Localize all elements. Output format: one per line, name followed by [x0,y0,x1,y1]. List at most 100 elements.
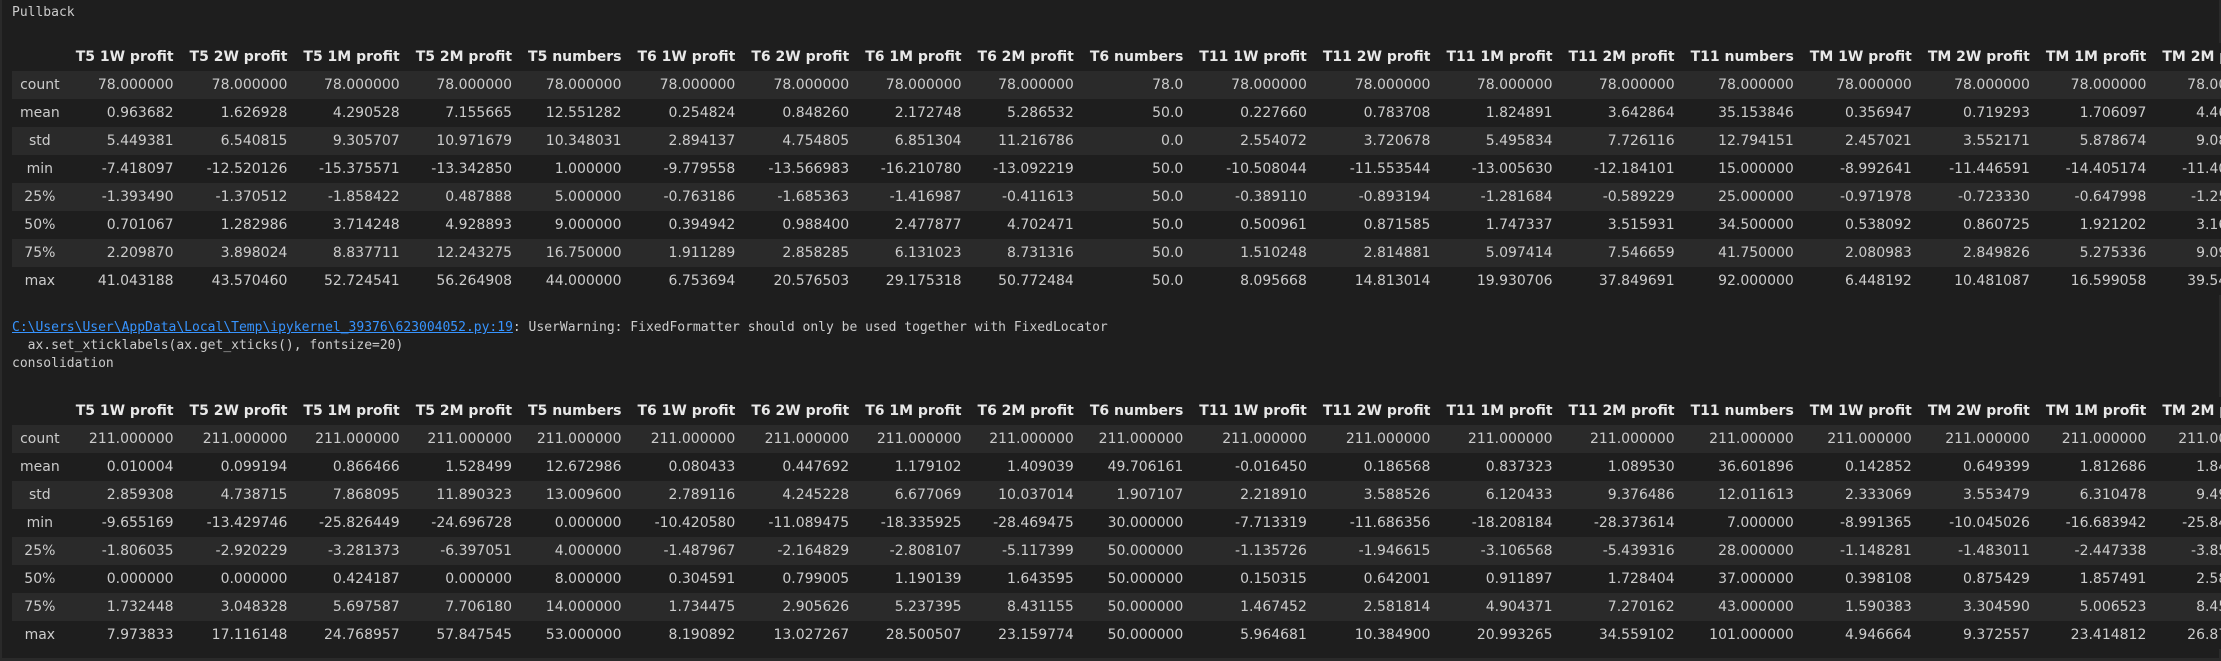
column-header: T6 1M profit [857,397,970,425]
table-cell: 0.860725 [1963,217,2030,233]
table-cell: -1.487967 [663,543,736,559]
table-cell: 3.304590 [1963,599,2030,615]
index-header [12,397,68,425]
table-cell: 0.394942 [668,217,736,233]
table-cell: 3.642864 [1607,105,1675,121]
table-cell: 2.814881 [1363,245,1431,261]
table-cell: 1.747337 [1485,217,1553,233]
table-cell: 5.495834 [1485,133,1553,149]
column-header: T11 1M profit [1438,397,1561,425]
output-bottom-border [2,658,2221,661]
table-cell: 34.559102 [1598,627,1675,643]
table-cell: 0.911897 [1485,571,1553,587]
table-cell: 6.753694 [668,273,736,289]
table-cell: -0.389110 [1235,189,1307,205]
table-cell: 211.000000 [315,431,400,447]
table-cell: 0.848260 [782,105,850,121]
table-cell: 2.080983 [1845,245,1912,261]
column-header: TM 2M profit [2154,43,2221,71]
table-row: 75% 2.209870 3.898024 8.837711 12.243275 16.7… [12,239,2221,267]
table-cell: 2.894137 [668,133,736,149]
table-cell: 50.000000 [1107,543,1184,559]
table-cell: 4.754805 [782,133,850,149]
table-cell: 50.0 [1152,217,1184,233]
table-cell: 1.728404 [1607,571,1675,587]
table-cell: 53.000000 [545,627,622,643]
table-cell: 211.000000 [1467,431,1553,447]
table-cell: 0.783708 [1363,105,1431,121]
table-cell: 78.000000 [998,77,1074,93]
table-cell: 0.988400 [782,217,850,233]
warning-file-link[interactable]: C:\Users\User\AppData\Local\Temp\ipykern… [12,320,513,335]
table-cell: 3.168531 [2196,217,2221,233]
table-row: 50% 0.701067 1.282986 3.714248 4.928893 9.000… [12,211,2221,239]
table-cell: -1.256889 [2191,189,2221,205]
table-cell: -12.520126 [206,161,288,177]
table-cell: 1.467452 [1240,599,1307,615]
table-cell: 0.304591 [668,571,736,587]
table-cell: -3.851031 [2191,543,2221,559]
column-header: TM 1W profit [1801,397,1920,425]
table-cell: 0.487888 [445,189,513,205]
table-header-row: T5 1W profit T5 2W profit T5 1M profit T5 2… [12,43,2221,71]
table-cell: -0.016450 [1235,459,1307,475]
table-cell: 9.376486 [1607,487,1675,503]
table-cell: 1.734475 [668,599,736,615]
table-row: count 211.000000 211.000000 211.000000 211.0… [12,425,2221,453]
table-row: 25% -1.393490 -1.370512 -1.858422 0.487888 5.… [12,183,2221,211]
table-cell: 1.510248 [1240,245,1307,261]
table-cell: -0.647998 [2074,189,2147,205]
table-cell: 3.714248 [332,217,400,233]
table-cell: 5.237395 [894,599,962,615]
row-label: max [24,627,56,643]
table-cell: 9.095727 [2196,245,2221,261]
table-cell: 2.585585 [2196,571,2221,587]
table-cell: 0.227660 [1240,105,1307,121]
table-cell: 3.553479 [1963,487,2030,503]
row-label: max [24,273,56,289]
table-cell: -9.779558 [663,161,736,177]
table-cell: 211.000000 [427,431,513,447]
table-cell: -14.405174 [2065,161,2147,177]
table-cell: -2.920229 [215,543,288,559]
table-cell: 78.000000 [1476,77,1553,93]
table-row: max 7.973833 17.116148 24.768957 57.847545 53… [12,621,2221,649]
table-cell: -16.683942 [2065,515,2147,531]
table-cell: 2.581814 [1363,599,1431,615]
row-label: std [29,133,51,149]
table-cell: 50.0 [1152,189,1184,205]
table-cell: -8.992641 [1839,161,1912,177]
table-cell: 25.000000 [1718,189,1794,205]
warning-message: : UserWarning: FixedFormatter should onl… [512,320,1108,335]
table-cell: 8.837711 [332,245,400,261]
column-header: TM 2W profit [1919,43,2038,71]
column-header: T11 1M profit [1438,43,1561,71]
table-cell: -9.655169 [101,515,174,531]
table-cell: 56.264908 [436,273,513,289]
table-cell: 78.000000 [1718,77,1794,93]
table-cell: 78.0 [1152,77,1184,93]
warning-line: C:\Users\User\AppData\Local\Temp\ipykern… [12,319,1108,337]
table-cell: -1.806035 [101,543,174,559]
table-cell: 1.643595 [1007,571,1074,587]
table-cell: -0.411613 [1001,189,1074,205]
table-cell: 0.799005 [782,571,850,587]
table-row: std 2.859308 4.738715 7.868095 11.890323 13.0… [12,481,2221,509]
table-cell: 7.270162 [1607,599,1675,615]
consolidation-describe-table: T5 1W profit T5 2W profit T5 1M profit T5 2… [12,397,2221,649]
table-cell: 1.626928 [220,105,288,121]
table-cell: 39.546236 [2187,273,2221,289]
row-label: 75% [24,245,56,261]
table-cell: 24.768957 [324,627,400,643]
table-cell: 37.849691 [1598,273,1675,289]
column-header: T5 2M profit [407,43,521,71]
table-cell: 7.000000 [1726,515,1794,531]
table-cell: 1.849506 [2196,459,2221,475]
table-cell: 12.794151 [1718,133,1794,149]
table-row: max 41.043188 43.570460 52.724541 56.264908 4… [12,267,2221,295]
table-cell: 5.878674 [2079,133,2147,149]
table-cell: 1.089530 [1607,459,1675,475]
table-cell: 5.097414 [1485,245,1553,261]
table-cell: 6.851304 [894,133,962,149]
column-header: T6 2M profit [969,397,1082,425]
